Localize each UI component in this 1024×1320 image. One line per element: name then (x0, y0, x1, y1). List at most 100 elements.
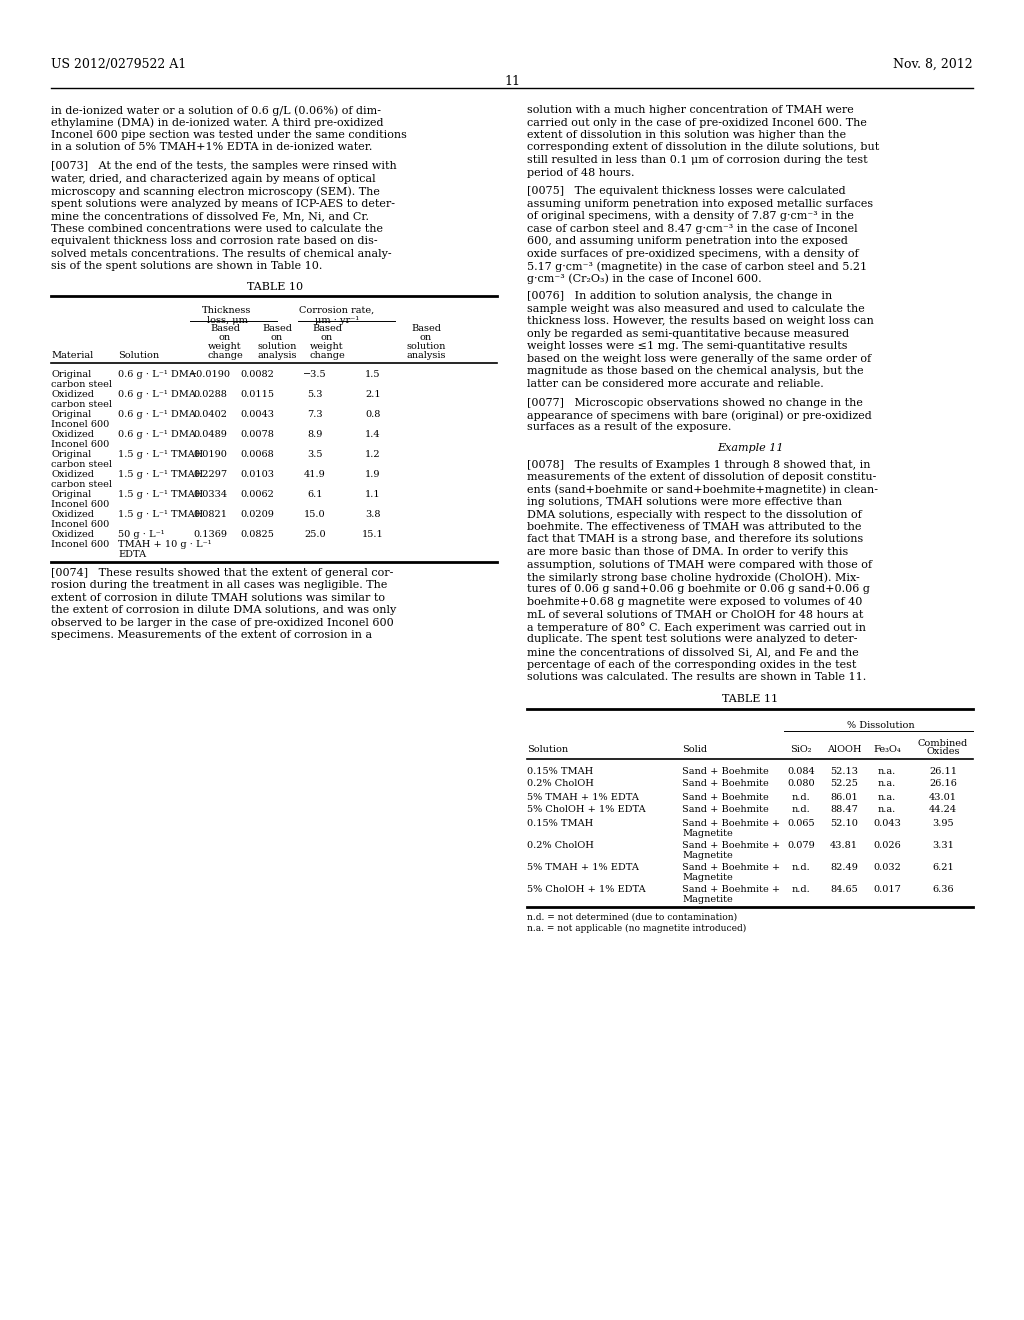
Text: carbon steel: carbon steel (51, 479, 112, 488)
Text: US 2012/0279522 A1: US 2012/0279522 A1 (51, 58, 186, 71)
Text: boehmite+0.68 g magnetite were exposed to volumes of 40: boehmite+0.68 g magnetite were exposed t… (527, 597, 862, 607)
Text: solved metals concentrations. The results of chemical analy-: solved metals concentrations. The result… (51, 248, 391, 259)
Text: still resulted in less than 0.1 μm of corrosion during the test: still resulted in less than 0.1 μm of co… (527, 154, 867, 165)
Text: 1.5 g · L⁻¹ TMAH: 1.5 g · L⁻¹ TMAH (118, 510, 204, 519)
Text: 0.0190: 0.0190 (194, 450, 227, 459)
Text: % Dissolution: % Dissolution (847, 721, 914, 730)
Text: microscopy and scanning electron microscopy (SEM). The: microscopy and scanning electron microsc… (51, 186, 380, 197)
Text: on: on (271, 333, 283, 342)
Text: Sand + Boehmite +: Sand + Boehmite + (682, 841, 780, 850)
Text: 5% CholOH + 1% EDTA: 5% CholOH + 1% EDTA (527, 805, 645, 814)
Text: 5% TMAH + 1% EDTA: 5% TMAH + 1% EDTA (527, 792, 639, 801)
Text: Inconel 600: Inconel 600 (51, 440, 110, 449)
Text: μm · yr⁻¹: μm · yr⁻¹ (314, 315, 359, 325)
Text: Oxides: Oxides (927, 747, 959, 756)
Text: 6.21: 6.21 (932, 862, 954, 871)
Text: 1.5: 1.5 (366, 370, 381, 379)
Text: 0.032: 0.032 (873, 862, 901, 871)
Text: 3.8: 3.8 (366, 510, 381, 519)
Text: 8.9: 8.9 (307, 430, 323, 438)
Text: AlOOH: AlOOH (826, 744, 861, 754)
Text: surfaces as a result of the exposure.: surfaces as a result of the exposure. (527, 422, 731, 433)
Text: appearance of specimens with bare (original) or pre-oxidized: appearance of specimens with bare (origi… (527, 411, 871, 421)
Text: Based: Based (262, 323, 292, 333)
Text: 0.0825: 0.0825 (240, 529, 274, 539)
Text: 0.079: 0.079 (787, 841, 815, 850)
Text: of original specimens, with a density of 7.87 g·cm⁻³ in the: of original specimens, with a density of… (527, 211, 854, 222)
Text: mine the concentrations of dissolved Fe, Mn, Ni, and Cr.: mine the concentrations of dissolved Fe,… (51, 211, 369, 222)
Text: 0.1369: 0.1369 (193, 529, 227, 539)
Text: analysis: analysis (257, 351, 297, 360)
Text: weight: weight (208, 342, 242, 351)
Text: 3.5: 3.5 (307, 450, 323, 459)
Text: Example 11: Example 11 (717, 444, 783, 453)
Text: TABLE 11: TABLE 11 (722, 694, 778, 705)
Text: 600, and assuming uniform penetration into the exposed: 600, and assuming uniform penetration in… (527, 236, 848, 247)
Text: Original: Original (51, 490, 91, 499)
Text: 6.1: 6.1 (307, 490, 323, 499)
Text: 0.6 g · L⁻¹ DMA: 0.6 g · L⁻¹ DMA (118, 409, 196, 418)
Text: Corrosion rate,: Corrosion rate, (299, 306, 375, 314)
Text: [0077]   Microscopic observations showed no change in the: [0077] Microscopic observations showed n… (527, 397, 863, 408)
Text: 1.5 g · L⁻¹ TMAH: 1.5 g · L⁻¹ TMAH (118, 490, 204, 499)
Text: 0.0288: 0.0288 (194, 389, 227, 399)
Text: 25.0: 25.0 (304, 529, 326, 539)
Text: magnitude as those based on the chemical analysis, but the: magnitude as those based on the chemical… (527, 366, 863, 376)
Text: Material: Material (51, 351, 93, 360)
Text: carbon steel: carbon steel (51, 459, 112, 469)
Text: observed to be larger in the case of pre-oxidized Inconel 600: observed to be larger in the case of pre… (51, 618, 394, 628)
Text: 26.11: 26.11 (929, 767, 957, 776)
Text: 86.01: 86.01 (830, 792, 858, 801)
Text: case of carbon steel and 8.47 g·cm⁻³ in the case of Inconel: case of carbon steel and 8.47 g·cm⁻³ in … (527, 224, 858, 234)
Text: change: change (309, 351, 345, 360)
Text: 5.3: 5.3 (307, 389, 323, 399)
Text: 0.6 g · L⁻¹ DMA: 0.6 g · L⁻¹ DMA (118, 430, 196, 438)
Text: 0.0103: 0.0103 (240, 470, 274, 479)
Text: 0.0078: 0.0078 (240, 430, 274, 438)
Text: n.a.: n.a. (878, 767, 896, 776)
Text: spent solutions were analyzed by means of ICP-AES to deter-: spent solutions were analyzed by means o… (51, 199, 395, 209)
Text: Combined: Combined (918, 738, 968, 747)
Text: Original: Original (51, 409, 91, 418)
Text: 2.1: 2.1 (366, 389, 381, 399)
Text: the similarly strong base choline hydroxide (CholOH). Mix-: the similarly strong base choline hydrox… (527, 572, 860, 582)
Text: TABLE 10: TABLE 10 (247, 281, 303, 292)
Text: 1.4: 1.4 (366, 430, 381, 438)
Text: the extent of corrosion in dilute DMA solutions, and was only: the extent of corrosion in dilute DMA so… (51, 606, 396, 615)
Text: 0.0068: 0.0068 (240, 450, 273, 459)
Text: n.a.: n.a. (878, 805, 896, 814)
Text: 0.0209: 0.0209 (240, 510, 274, 519)
Text: Magnetite: Magnetite (682, 873, 733, 882)
Text: equivalent thickness loss and corrosion rate based on dis-: equivalent thickness loss and corrosion … (51, 236, 378, 247)
Text: 0.026: 0.026 (873, 841, 901, 850)
Text: rosion during the treatment in all cases was negligible. The: rosion during the treatment in all cases… (51, 581, 387, 590)
Text: Oxidized: Oxidized (51, 510, 94, 519)
Text: weight: weight (310, 342, 344, 351)
Text: analysis: analysis (407, 351, 445, 360)
Text: n.a. = not applicable (no magnetite introduced): n.a. = not applicable (no magnetite intr… (527, 924, 746, 933)
Text: Nov. 8, 2012: Nov. 8, 2012 (893, 58, 973, 71)
Text: n.d.: n.d. (792, 862, 810, 871)
Text: carbon steel: carbon steel (51, 400, 112, 409)
Text: SiO₂: SiO₂ (791, 744, 812, 754)
Text: 0.0821: 0.0821 (193, 510, 227, 519)
Text: in de-ionized water or a solution of 0.6 g/L (0.06%) of dim-: in de-ionized water or a solution of 0.6… (51, 106, 381, 116)
Text: Oxidized: Oxidized (51, 470, 94, 479)
Text: Solution: Solution (527, 744, 568, 754)
Text: 43.01: 43.01 (929, 792, 957, 801)
Text: 3.31: 3.31 (932, 841, 954, 850)
Text: thickness loss. However, the results based on weight loss can: thickness loss. However, the results bas… (527, 317, 873, 326)
Text: Thickness: Thickness (203, 306, 252, 314)
Text: Inconel 600: Inconel 600 (51, 500, 110, 508)
Text: Inconel 600: Inconel 600 (51, 420, 110, 429)
Text: These combined concentrations were used to calculate the: These combined concentrations were used … (51, 224, 383, 234)
Text: 0.065: 0.065 (787, 818, 815, 828)
Text: n.a.: n.a. (878, 792, 896, 801)
Text: 0.8: 0.8 (366, 409, 381, 418)
Text: 0.084: 0.084 (787, 767, 815, 776)
Text: Sand + Boehmite: Sand + Boehmite (682, 780, 769, 788)
Text: 0.2297: 0.2297 (193, 470, 227, 479)
Text: oxide surfaces of pre-oxidized specimens, with a density of: oxide surfaces of pre-oxidized specimens… (527, 248, 859, 259)
Text: 5% CholOH + 1% EDTA: 5% CholOH + 1% EDTA (527, 884, 645, 894)
Text: 0.2% CholOH: 0.2% CholOH (527, 841, 594, 850)
